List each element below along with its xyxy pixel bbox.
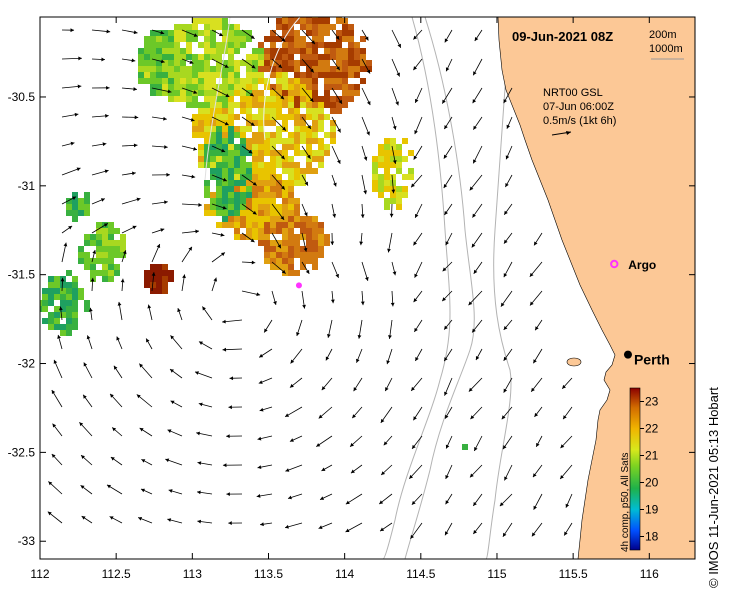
colorbar-tick-label: 18 [645, 530, 659, 544]
lon-tick-label: 114.5 [406, 567, 435, 581]
current-source: NRT00 GSL [543, 87, 603, 99]
colorbar-label: 4h comp, p50, All Sats [620, 452, 631, 552]
lon-tick-label: 113 [183, 567, 202, 581]
current-arrows [47, 28, 573, 540]
depth-label-200m: 200m [649, 29, 677, 41]
current-scale: 0.5m/s (1kt 6h) [543, 115, 616, 127]
lat-tick-label: -32.5 [8, 445, 36, 459]
isobaths [204, 17, 512, 559]
colorbar-tick-label: 23 [645, 395, 659, 409]
lat-tick-label: -30.5 [8, 90, 36, 104]
perth-marker [623, 350, 632, 359]
argo-offshore-marker [295, 282, 302, 289]
rottnest-island [566, 357, 582, 367]
place-markers: Argo Perth [295, 258, 670, 368]
lat-tick-label: -31 [18, 179, 36, 193]
colorbar-tick-label: 19 [645, 503, 659, 517]
colorbar-tick-label: 21 [645, 449, 659, 463]
credit-text: © IMOS 11-Jun-2021 05:13 Hobart [706, 387, 721, 588]
colorbar: 18 19 20 21 22 23 4h comp, p50, All Sats [620, 387, 659, 552]
current-time: 07-Jun 06:00Z [543, 101, 614, 113]
lon-tick-label: 112 [30, 567, 49, 581]
lon-tick-label: 112.5 [102, 567, 131, 581]
date-title: 09-Jun-2021 08Z [512, 29, 613, 44]
land-mass [497, 17, 695, 559]
lon-tick-label: 113.5 [254, 567, 283, 581]
lon-tick-label: 116 [640, 567, 659, 581]
lon-tick-label: 115.5 [559, 567, 588, 581]
perth-label: Perth [634, 352, 670, 368]
longitude-ticks: 112 112.5 113 113.5 114 114.5 115 115.5 116 [30, 17, 659, 581]
plot-frame [39, 16, 696, 560]
lon-tick-label: 115 [487, 567, 506, 581]
lat-tick-label: -31.5 [8, 268, 36, 282]
lat-tick-label: -33 [18, 534, 36, 548]
argo-float-marker [610, 259, 619, 269]
sst-pixels [40, 17, 468, 450]
depth-label-1000m: 1000m [649, 43, 683, 55]
colorbar-ticks: 18 19 20 21 22 23 [640, 395, 659, 544]
lon-tick-label: 114 [335, 567, 354, 581]
colorbar-tick-label: 22 [645, 422, 659, 436]
argo-label: Argo [628, 258, 656, 272]
latitude-ticks: -30.5 -31 -31.5 -32 -32.5 -33 [8, 90, 695, 548]
lat-tick-label: -32 [18, 357, 36, 371]
scale-arrow-head [566, 131, 571, 135]
colorbar-tick-label: 20 [645, 476, 659, 490]
colorbar-scale [629, 387, 641, 551]
